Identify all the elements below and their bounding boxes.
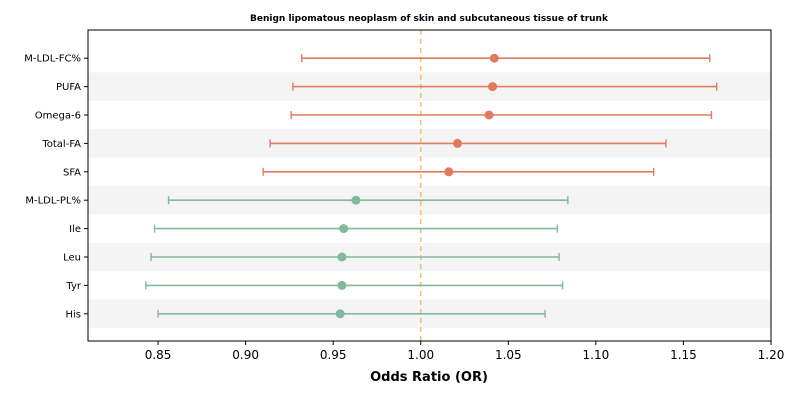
odds-ratio-point — [444, 167, 454, 177]
y-tick-label: M-LDL-PL% — [25, 196, 81, 207]
x-axis: 0.85 0.90 0.95 1.00 1.05 1.10 1.15 1.20 — [145, 341, 785, 362]
odds-ratio-point — [337, 252, 347, 262]
x-tick-label: 0.95 — [320, 348, 347, 362]
odds-ratio-point — [489, 53, 499, 63]
y-tick-label: PUFA — [56, 82, 81, 93]
y-tick-label: His — [65, 309, 81, 320]
confidence-intervals — [145, 54, 718, 318]
x-tick-label: 0.85 — [145, 348, 172, 362]
plot-frame — [87, 29, 772, 342]
x-tick-label: 1.10 — [583, 348, 610, 362]
y-tick-label: Total-FA — [41, 139, 81, 150]
x-tick-label: 1.20 — [758, 348, 785, 362]
odds-ratio-point — [335, 309, 345, 319]
chart-title: Benign lipomatous neoplasm of skin and s… — [250, 14, 609, 24]
odds-ratio-point — [339, 224, 349, 234]
y-axis: M-LDL-FC% PUFA Omega-6 Total-FA SFA M-LDL-PL%… — [24, 54, 88, 320]
y-tick-label: Omega-6 — [35, 111, 81, 122]
y-tick-label: Leu — [63, 253, 81, 264]
y-tick-label: M-LDL-FC% — [24, 54, 81, 65]
odds-ratio-point — [488, 82, 498, 92]
y-tick-label: Tyr — [65, 281, 81, 292]
x-tick-label: 1.05 — [495, 348, 522, 362]
odds-ratio-point — [337, 280, 347, 290]
y-tick-label: SFA — [63, 167, 81, 178]
x-tick-label: 1.15 — [670, 348, 697, 362]
x-tick-label: 0.90 — [232, 348, 259, 362]
x-axis-title: Odds Ratio (OR) — [370, 370, 488, 385]
odds-ratio-point — [453, 138, 463, 148]
y-tick-label: Ile — [69, 224, 81, 235]
odds-ratio-point — [351, 195, 361, 205]
x-tick-label: 1.00 — [407, 348, 434, 362]
estimate-points — [335, 53, 499, 319]
odds-ratio-point — [484, 110, 494, 120]
